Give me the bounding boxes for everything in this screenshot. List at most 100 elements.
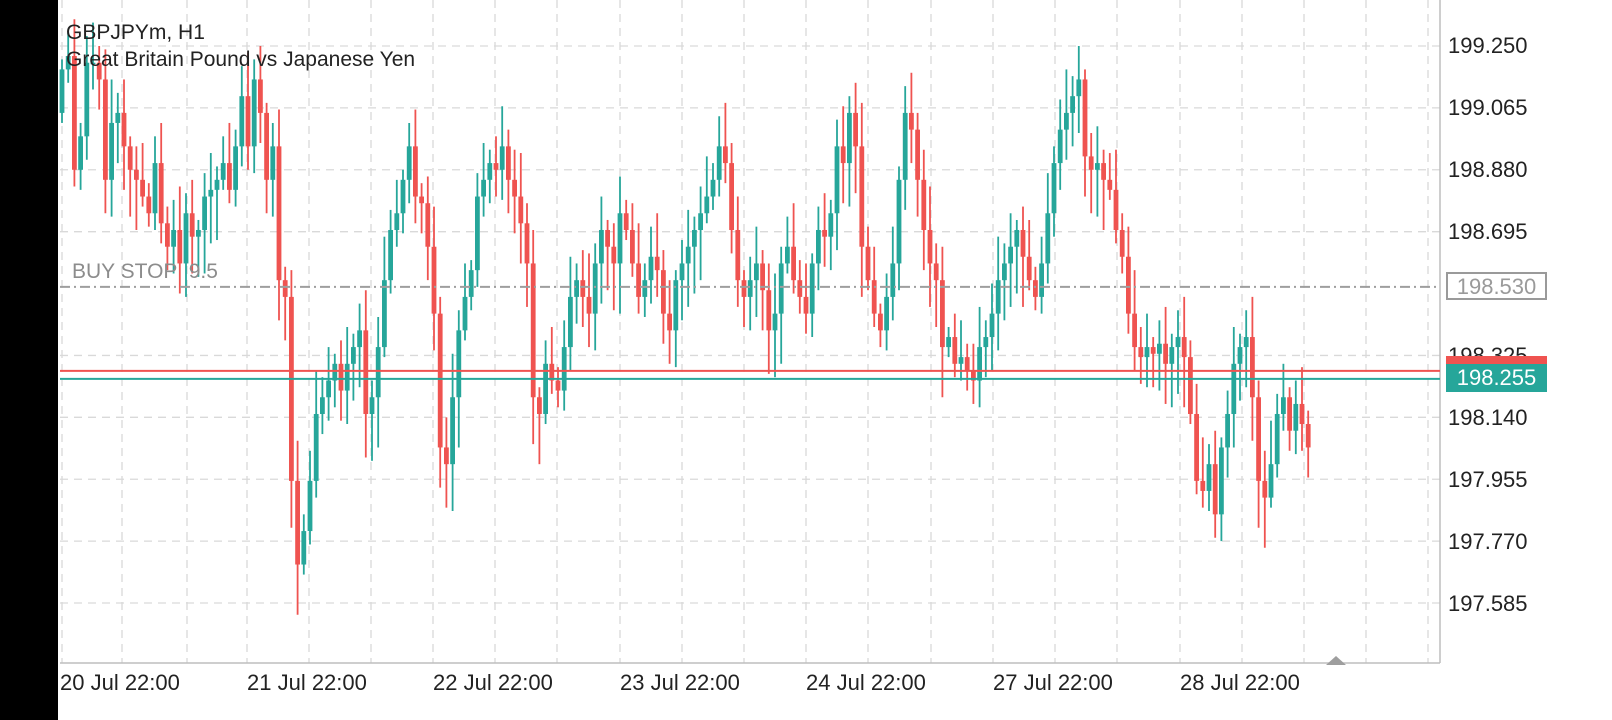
candle-body [127, 146, 133, 170]
candle-body [611, 246, 617, 264]
candle [121, 79, 127, 190]
candle [772, 273, 778, 378]
candle-body [952, 337, 958, 364]
candle [437, 296, 443, 488]
candle-body [1175, 337, 1181, 348]
candle [332, 353, 338, 408]
candle [1256, 380, 1261, 528]
candle [1008, 213, 1013, 307]
candle-body [251, 79, 257, 147]
candle-body [208, 189, 214, 197]
candle-body [1033, 280, 1038, 297]
candle [989, 283, 995, 371]
candle [1188, 340, 1193, 425]
candle [1163, 306, 1168, 404]
candle-body [772, 313, 778, 331]
candle-body [1194, 413, 1199, 481]
buy-stop-label[interactable]: BUY STOP 9.5 [72, 260, 218, 283]
candle-body [437, 313, 443, 448]
candle-body [227, 163, 232, 190]
candle-body [96, 62, 102, 80]
candle-body [326, 380, 331, 398]
candle-body [301, 531, 307, 565]
candle-body [115, 112, 121, 123]
candle [388, 209, 393, 294]
candle [264, 102, 269, 214]
candle [679, 240, 685, 321]
candle [1212, 430, 1218, 538]
candle [1026, 219, 1032, 291]
candle [1181, 296, 1187, 408]
candle-body [921, 179, 927, 230]
candle [1051, 146, 1057, 237]
candle-body [1231, 363, 1237, 414]
candle-body [406, 146, 412, 180]
candle [270, 122, 276, 217]
candle [710, 163, 716, 210]
candle [227, 122, 232, 204]
candle [921, 149, 927, 271]
candle [586, 253, 592, 348]
candle [220, 136, 226, 190]
candle-body [524, 223, 530, 264]
candle [65, 32, 71, 83]
candle-body [741, 280, 747, 297]
candle-body [146, 196, 152, 214]
candle [983, 320, 989, 378]
candle-body [109, 122, 114, 180]
candle-body [1088, 156, 1094, 170]
candle [326, 347, 331, 421]
candle-body [1132, 313, 1137, 348]
candle-body [537, 397, 542, 414]
candle-body [1002, 263, 1007, 281]
candle-body [710, 179, 716, 197]
candle-body [847, 112, 852, 164]
candle-body [580, 280, 586, 297]
candle [946, 327, 951, 358]
candle-body [673, 280, 679, 331]
candle-body [462, 296, 468, 331]
candle-body [828, 213, 834, 237]
buy-stop-price-tag[interactable]: 198.530 [1446, 272, 1547, 300]
candle [599, 196, 604, 304]
candle [295, 440, 300, 615]
candle-body [698, 213, 703, 230]
candle [1237, 333, 1243, 401]
candle [165, 206, 170, 271]
chart-shift-marker-icon[interactable] [1326, 656, 1346, 665]
candle [1082, 69, 1088, 197]
candle [475, 173, 480, 287]
candle [927, 186, 933, 307]
candle-body [425, 203, 431, 247]
time-tick: 22 Jul 22:00 [433, 670, 553, 695]
candle [549, 327, 555, 394]
candle-body [264, 112, 269, 180]
candle-body [1169, 347, 1175, 364]
candle [146, 183, 152, 227]
candle-body [499, 146, 505, 170]
candle [971, 343, 976, 404]
candle [90, 22, 96, 90]
candle-body [1268, 464, 1274, 498]
candle-body [419, 196, 424, 204]
candle [592, 243, 598, 351]
symbol-description: Great Britain Pound vs Japanese Yen [66, 48, 416, 71]
candle-body [344, 363, 350, 391]
candle [723, 102, 728, 184]
candle-body [859, 146, 865, 247]
candle [425, 176, 431, 281]
price-tick: 199.065 [1448, 95, 1528, 120]
candle [673, 270, 679, 368]
candle [1287, 387, 1292, 451]
candle [134, 146, 139, 230]
candle-body [834, 146, 840, 214]
candle-body [642, 280, 648, 297]
candle [1088, 132, 1094, 214]
candle-body [964, 357, 970, 371]
candle-body [1181, 337, 1187, 358]
candle-body [754, 263, 759, 281]
candle [444, 417, 449, 508]
candle-body [1057, 129, 1063, 164]
candle-body [853, 112, 858, 147]
